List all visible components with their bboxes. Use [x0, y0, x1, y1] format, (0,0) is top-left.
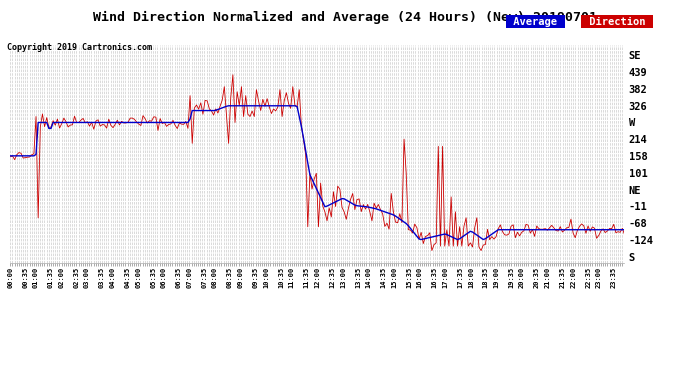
Text: Wind Direction Normalized and Average (24 Hours) (New) 20190701: Wind Direction Normalized and Average (2… [93, 11, 597, 24]
Text: Copyright 2019 Cartronics.com: Copyright 2019 Cartronics.com [7, 43, 152, 52]
Text: Direction: Direction [583, 17, 652, 27]
Text: Average: Average [507, 17, 564, 27]
